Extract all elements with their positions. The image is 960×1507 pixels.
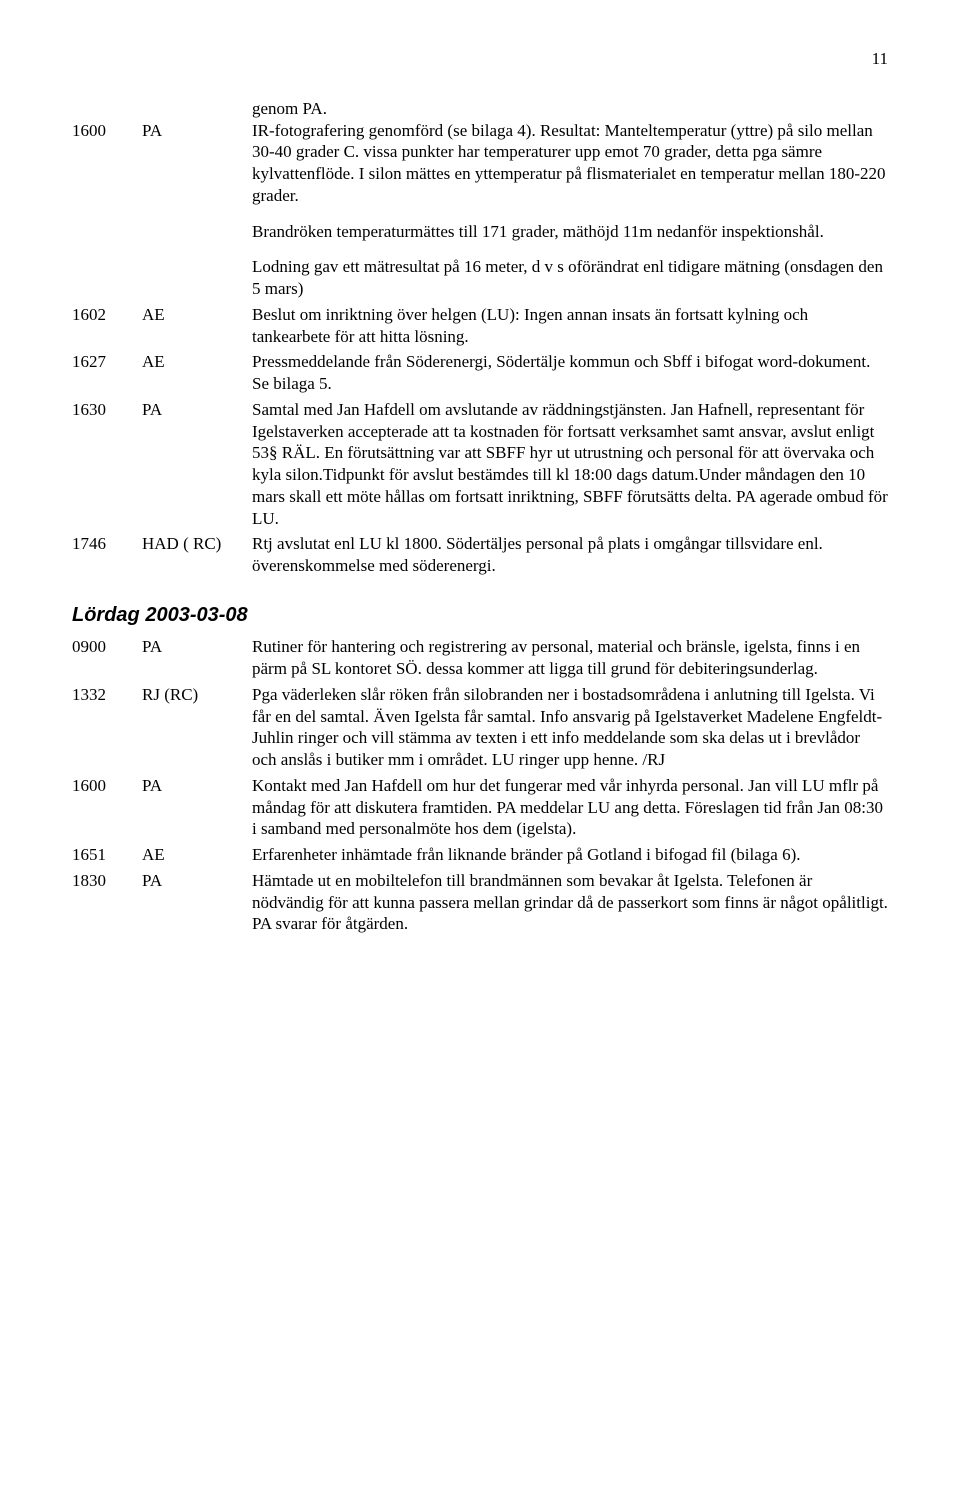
who-cell: RJ (RC) [142,684,252,706]
time-cell: 1627 [72,351,142,373]
time-cell: 1602 [72,304,142,326]
time-cell: 1651 [72,844,142,866]
page-number: 11 [72,48,888,70]
time-cell: 1600 [72,120,142,142]
text-cell: Hämtade ut en mobiltelefon till brandmän… [252,870,888,935]
time-cell: 1332 [72,684,142,706]
who-cell: AE [142,844,252,866]
log-row: 1630PASamtal med Jan Hafdell om avslutan… [72,399,888,530]
who-cell: PA [142,399,252,421]
text-cell: Pga väderleken slår röken från silobrand… [252,684,888,771]
time-cell: 1630 [72,399,142,421]
text-cell: Beslut om inriktning över helgen (LU): I… [252,304,888,348]
text-cell: Rtj avslutat enl LU kl 1800. Södertäljes… [252,533,888,577]
time-cell: 0900 [72,636,142,658]
log-row: 1332RJ (RC)Pga väderleken slår röken frå… [72,684,888,771]
log-row: 0900PARutiner för hantering och registre… [72,636,888,680]
log-row: 1600PAKontakt med Jan Hafdell om hur det… [72,775,888,840]
time-cell: 1746 [72,533,142,555]
log-row: 1651AEErfarenheter inhämtade från liknan… [72,844,888,866]
log-row: 1602AEBeslut om inriktning över helgen (… [72,304,888,348]
who-cell: HAD ( RC) [142,533,252,555]
text-cell: Erfarenheter inhämtade från liknande brä… [252,844,888,866]
who-cell: PA [142,636,252,658]
time-cell: 1600 [72,775,142,797]
log-row: 1746HAD ( RC)Rtj avslutat enl LU kl 1800… [72,533,888,577]
section-heading: Lördag 2003-03-08 [72,603,888,629]
time-cell: 1830 [72,870,142,892]
log-row: 1600 PA IR-fotografering genomförd (se b… [72,120,888,207]
intro-line1: genom PA. [252,98,888,120]
text-cell: Pressmeddelande från Söderenergi, Södert… [252,351,888,395]
who-cell: PA [142,120,252,142]
who-cell: PA [142,775,252,797]
who-cell: PA [142,870,252,892]
text-cell: Rutiner för hantering och registrering a… [252,636,888,680]
log-row: 1830PAHämtade ut en mobiltelefon till br… [72,870,888,935]
text-cell: IR-fotografering genomförd (se bilaga 4)… [252,120,888,207]
who-cell: AE [142,304,252,326]
paragraph: Brandröken temperaturmättes till 171 gra… [252,221,888,243]
text-cell: Kontakt med Jan Hafdell om hur det funge… [252,775,888,840]
log-row: 1627AEPressmeddelande från Söderenergi, … [72,351,888,395]
text-cell: Samtal med Jan Hafdell om avslutande av … [252,399,888,530]
who-cell: AE [142,351,252,373]
paragraph: Lodning gav ett mätresultat på 16 meter,… [252,256,888,300]
